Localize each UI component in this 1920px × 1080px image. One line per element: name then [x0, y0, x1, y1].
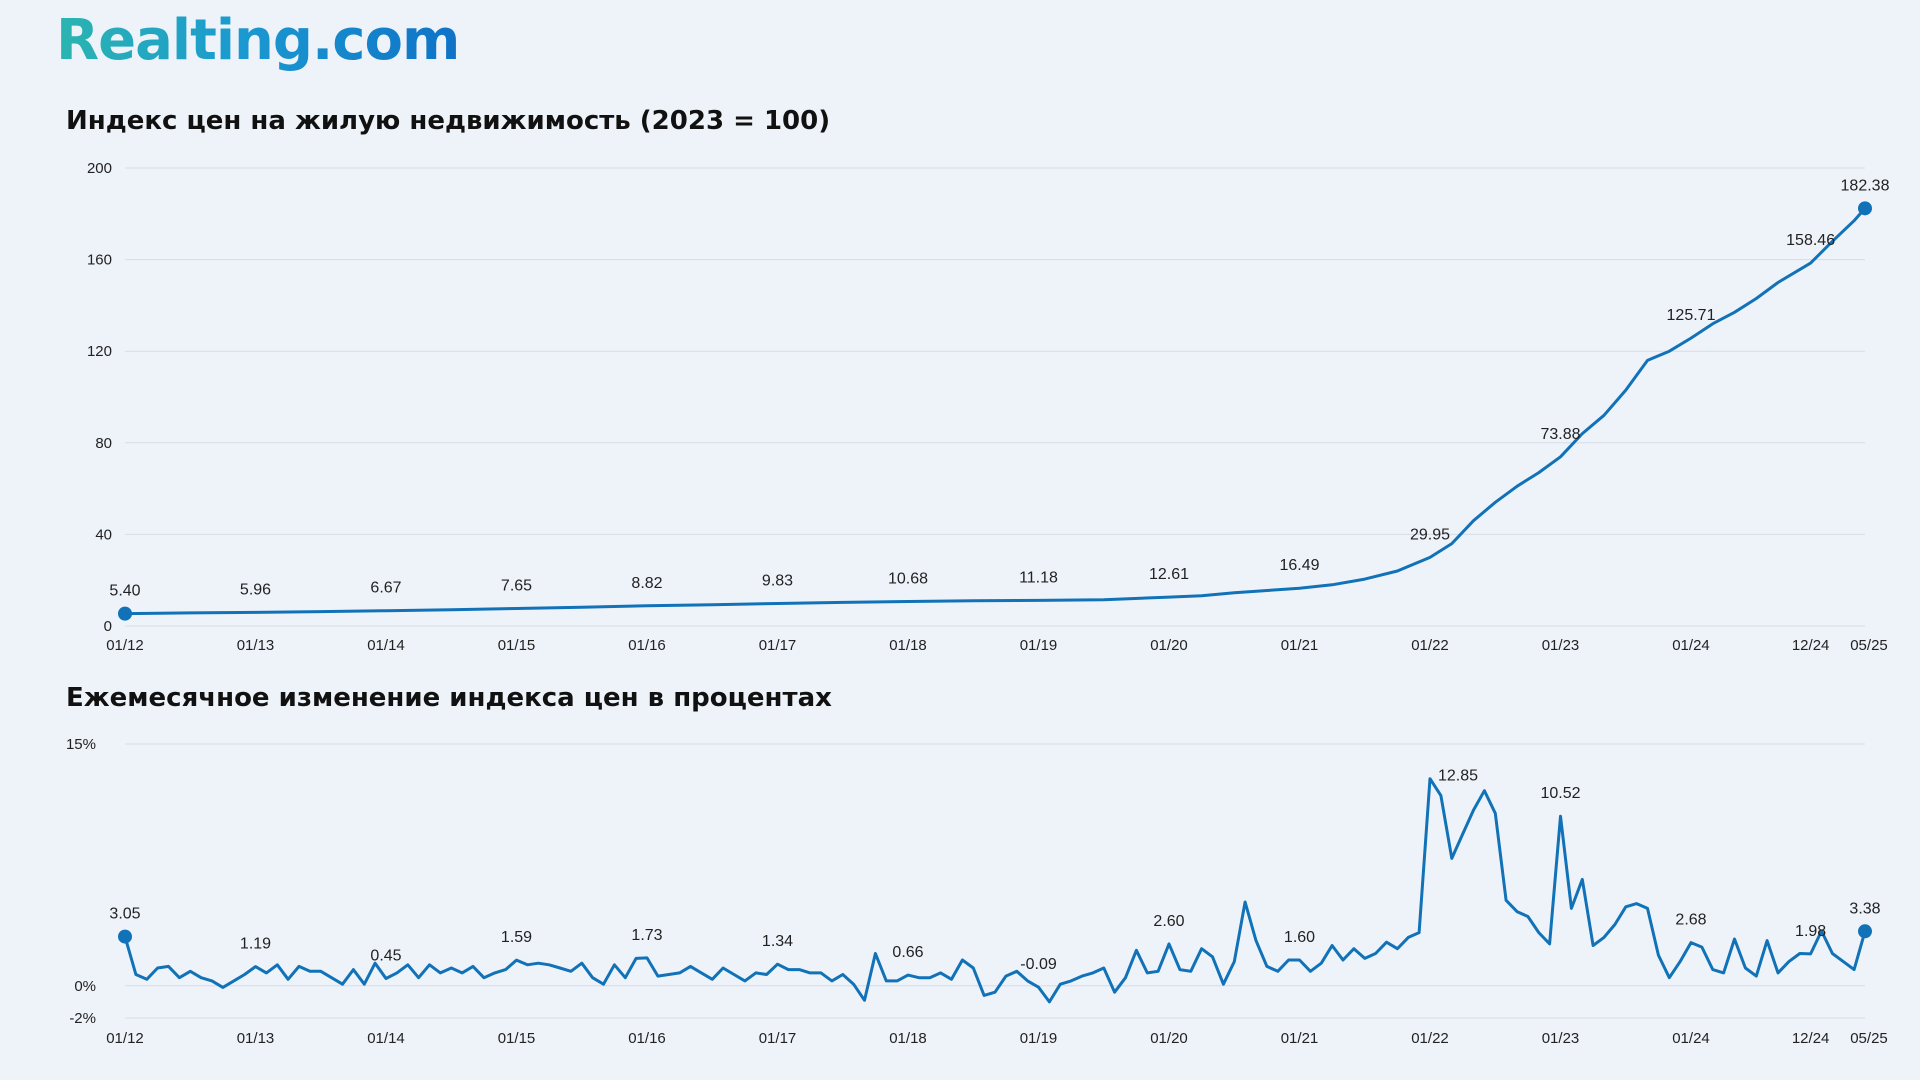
x-tick-label: 01/12 — [106, 637, 144, 654]
y-tick-label: 120 — [87, 343, 112, 360]
data-label: 11.18 — [1019, 569, 1058, 586]
y-tick-label: 80 — [95, 435, 112, 452]
x-tick-label: 01/14 — [367, 1030, 405, 1047]
chart-title-monthly-change: Ежемесячное изменение индекса цен в проц… — [66, 683, 832, 713]
data-label: 16.49 — [1279, 557, 1319, 574]
data-label: 1.60 — [1284, 929, 1315, 946]
data-label: 73.88 — [1540, 426, 1580, 443]
data-label: 5.96 — [240, 581, 271, 598]
x-tick-label: 01/13 — [237, 1030, 275, 1047]
x-tick-label: 01/12 — [106, 1030, 144, 1047]
x-tick-label: 01/19 — [1020, 637, 1058, 654]
x-tick-label: 01/22 — [1411, 1030, 1449, 1047]
x-tick-label: 05/25 — [1850, 637, 1888, 654]
data-label: 2.68 — [1675, 912, 1706, 929]
chart-monthly-change: -2% 0% 15% 01/12 01/13 01/14 01/15 01/16 01/17 01… — [66, 736, 1888, 1047]
x-tick-label: 01/18 — [889, 637, 927, 654]
x-tick-label: 01/24 — [1672, 1030, 1710, 1047]
y-tick-label: 160 — [87, 252, 112, 269]
endpoint-marker — [1858, 924, 1872, 939]
y-tick-label: 15% — [66, 736, 96, 753]
data-label: 1.73 — [631, 927, 662, 944]
data-label: 2.60 — [1153, 913, 1184, 930]
data-label: 12.85 — [1438, 768, 1478, 785]
data-label: 7.65 — [501, 577, 532, 594]
x-tick-label: 12/24 — [1792, 637, 1830, 654]
x-tick-label: 01/17 — [759, 1030, 797, 1047]
endpoint-marker — [118, 929, 132, 944]
x-tick-label: 01/17 — [759, 637, 797, 654]
data-label: 1.59 — [501, 929, 532, 946]
data-label: 1.34 — [762, 933, 793, 950]
data-label: 0.66 — [892, 944, 923, 961]
y-tick-label: 0% — [74, 978, 96, 995]
x-tick-label: 01/21 — [1281, 1030, 1319, 1047]
data-label: 1.19 — [240, 936, 271, 953]
data-label: 9.83 — [762, 572, 793, 589]
x-tick-label: 12/24 — [1792, 1030, 1830, 1047]
series-line — [123, 777, 1867, 1004]
data-label: 182.38 — [1841, 177, 1890, 194]
x-tick-label: 01/23 — [1542, 637, 1580, 654]
x-tick-label: 01/22 — [1411, 637, 1449, 654]
x-tick-label: 01/13 — [237, 637, 275, 654]
y-tick-label: 40 — [95, 526, 112, 543]
realting-logo: Realting.com — [56, 8, 460, 73]
x-tick-label: 01/15 — [498, 1030, 536, 1047]
data-label: 0.45 — [370, 948, 401, 965]
x-tick-label: 01/16 — [628, 637, 666, 654]
data-label: 3.38 — [1849, 900, 1880, 917]
data-label: -0.09 — [1020, 956, 1057, 973]
x-tick-label: 01/15 — [498, 637, 536, 654]
y-tick-label: -2% — [69, 1010, 96, 1027]
x-tick-label: 01/23 — [1542, 1030, 1580, 1047]
x-tick-label: 01/20 — [1150, 1030, 1188, 1047]
endpoint-marker — [1858, 201, 1872, 216]
y-tick-label: 0 — [104, 618, 112, 635]
data-label: 12.61 — [1149, 566, 1189, 583]
data-label: 10.68 — [888, 571, 928, 588]
y-tick-label: 200 — [87, 160, 112, 177]
x-tick-label: 01/16 — [628, 1030, 666, 1047]
data-label: 8.82 — [631, 575, 662, 592]
data-label: 6.67 — [370, 580, 401, 597]
data-label: 158.46 — [1786, 232, 1835, 249]
x-tick-label: 01/24 — [1672, 637, 1710, 654]
x-tick-label: 01/18 — [889, 1030, 927, 1047]
data-label: 29.95 — [1410, 526, 1450, 543]
data-label: 1.98 — [1795, 923, 1826, 940]
data-label: 5.40 — [109, 583, 140, 600]
x-tick-label: 01/20 — [1150, 637, 1188, 654]
x-tick-label: 05/25 — [1850, 1030, 1888, 1047]
data-label: 125.71 — [1667, 307, 1716, 324]
chart-price-index: 0 40 80 120 160 200 01/12 01/13 01/14 01/15 01/16 0… — [87, 160, 1890, 654]
data-label: 10.52 — [1540, 785, 1580, 802]
x-tick-label: 01/19 — [1020, 1030, 1058, 1047]
x-tick-label: 01/21 — [1281, 637, 1319, 654]
series-line — [123, 206, 1867, 616]
chart-title-price-index: Индекс цен на жилую недвижимость (2023 =… — [66, 106, 831, 136]
endpoint-marker — [118, 606, 132, 621]
x-tick-label: 01/14 — [367, 637, 405, 654]
data-label: 3.05 — [109, 906, 140, 923]
